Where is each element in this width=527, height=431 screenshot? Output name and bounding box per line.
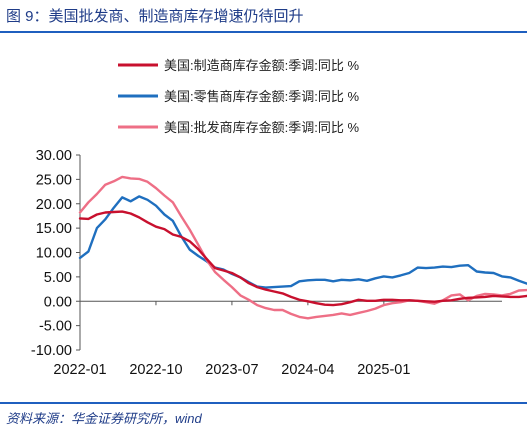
legend-label-3: 美国:批发商库存金额:季调:同比 % xyxy=(164,120,359,135)
y-tick-label: 10.00 xyxy=(36,246,72,262)
y-tick-label: 20.00 xyxy=(36,197,72,213)
y-tick-label: -10.00 xyxy=(31,343,72,359)
legend: 美国:制造商库存金额:季调:同比 % 美国:零售商库存金额:季调:同比 % 美国:批… xyxy=(118,58,359,135)
x-tick-label: 2022-01 xyxy=(53,362,106,378)
bottom-rule xyxy=(0,402,527,404)
legend-label-1: 美国:制造商库存金额:季调:同比 % xyxy=(164,58,359,73)
source-note: 资料来源：华金证券研究所，wind xyxy=(6,411,202,426)
figure-title: 图 9：美国批发商、制造商库存增速仍待回升 xyxy=(6,8,304,25)
y-tick-label: 15.00 xyxy=(36,221,72,237)
x-axis: 2022-01 2022-10 2023-07 2024-04 2025-01 xyxy=(53,300,502,378)
series-line-3 xyxy=(78,175,527,320)
y-axis: 30.00 25.00 20.00 15.00 10.00 5.00 0.00 -5.00 -1… xyxy=(31,148,81,359)
series-line-1 xyxy=(78,210,527,307)
y-tick-label: -5.00 xyxy=(39,319,72,335)
y-tick-label: 0.00 xyxy=(44,294,72,310)
x-tick-label: 2023-07 xyxy=(205,362,258,378)
series-line-2 xyxy=(78,195,527,289)
plot-area xyxy=(78,175,527,320)
legend-label-2: 美国:零售商库存金额:季调:同比 % xyxy=(164,89,359,104)
y-tick-label: 30.00 xyxy=(36,148,72,164)
y-tick-label: 5.00 xyxy=(44,270,72,286)
x-tick-label: 2022-10 xyxy=(129,362,182,378)
top-rule xyxy=(0,31,527,33)
x-tick-label: 2025-01 xyxy=(357,362,410,378)
x-tick-label: 2024-04 xyxy=(281,362,334,378)
y-tick-label: 25.00 xyxy=(36,172,72,188)
